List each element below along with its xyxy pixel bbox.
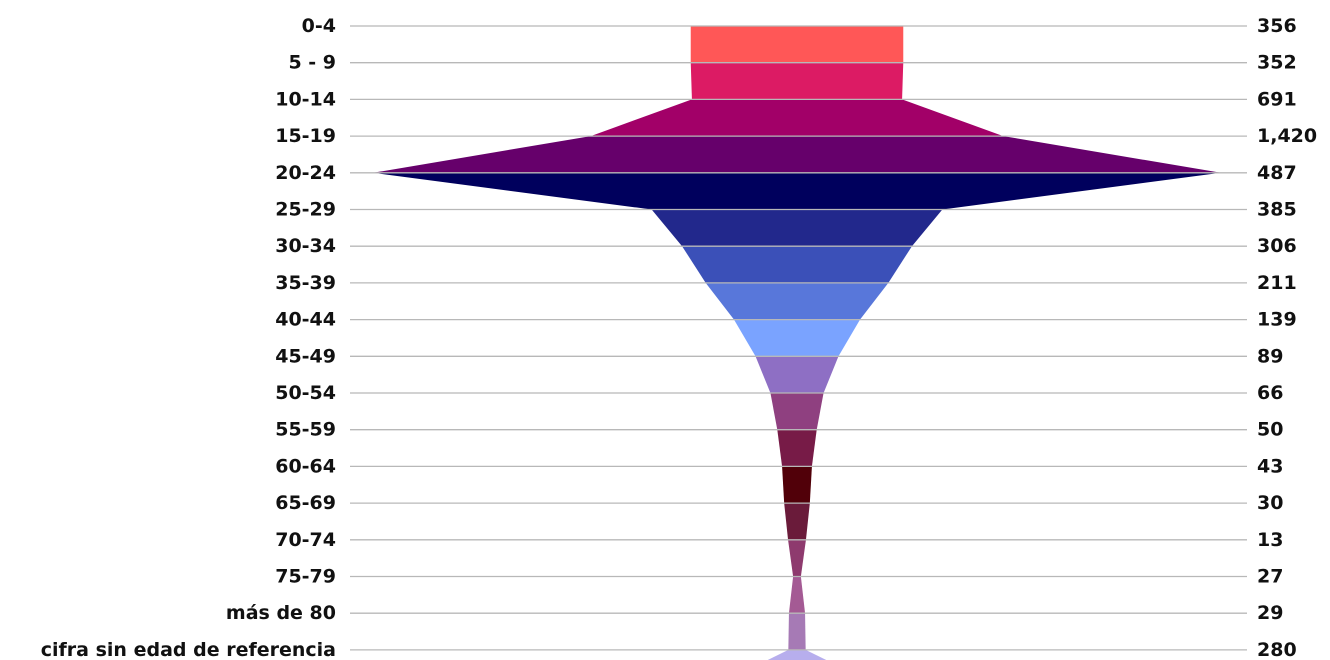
value-label: 280 [1257, 639, 1297, 660]
value-label: 1,420 [1257, 125, 1317, 147]
category-label: 35-39 [275, 272, 336, 294]
category-label: 10-14 [275, 88, 336, 110]
value-label: 43 [1257, 455, 1283, 477]
funnel-band-45-49 [755, 356, 839, 393]
funnel-band-30-34 [682, 246, 912, 283]
category-label: 75-79 [275, 566, 336, 588]
category-label: 55-59 [275, 419, 336, 441]
funnel-band-20-24 [373, 172, 1221, 210]
category-label: 25-29 [275, 199, 336, 221]
category-label: 50-54 [275, 382, 336, 404]
value-label: 66 [1257, 382, 1283, 404]
value-label: 356 [1257, 15, 1297, 37]
category-label: 15-19 [275, 125, 336, 147]
funnel-band-35-39 [705, 282, 889, 320]
funnel-band-55-59 [777, 429, 817, 467]
value-label: 29 [1257, 602, 1283, 624]
funnel-band-25-29 [651, 209, 943, 247]
funnel-band-10-14 [590, 99, 1004, 137]
value-label: 691 [1257, 88, 1297, 110]
category-label: 30-34 [275, 235, 336, 257]
funnel-band-75-79 [788, 576, 806, 614]
category-label: más de 80 [226, 602, 336, 624]
funnel-band-65-69 [784, 503, 810, 540]
funnel-bands [373, 26, 1221, 660]
funnel-band-50-54 [770, 393, 824, 430]
value-label: 487 [1257, 162, 1297, 184]
funnel-band-5-9 [690, 62, 904, 100]
value-label: 13 [1257, 529, 1283, 551]
funnel-band-40-44 [734, 319, 860, 357]
category-label: 70-74 [275, 529, 336, 551]
funnel-band-cifra-sin-edad-de-referencia [767, 649, 827, 660]
category-label: 0-4 [302, 15, 336, 37]
value-label: 139 [1257, 309, 1297, 331]
value-label: 352 [1257, 52, 1297, 74]
value-label: 211 [1257, 272, 1297, 294]
value-label: 306 [1257, 235, 1297, 257]
category-labels: 0-4 5 - 9 10-14 15-19 20-24 25-29 30-34 35-39 40… [41, 15, 336, 660]
category-label: 60-64 [275, 455, 336, 477]
row-gridlines [350, 25, 1247, 651]
category-label: 65-69 [275, 492, 336, 514]
value-label: 50 [1257, 419, 1283, 441]
value-label: 89 [1257, 345, 1283, 367]
funnel-band-0-4 [690, 26, 904, 63]
funnel-band-70-74 [788, 539, 806, 577]
category-label: 45-49 [275, 345, 336, 367]
category-label: cifra sin edad de referencia [41, 639, 336, 660]
value-label: 385 [1257, 199, 1297, 221]
value-label: 27 [1257, 566, 1283, 588]
category-label: 20-24 [275, 162, 336, 184]
category-label: 5 - 9 [288, 52, 336, 74]
value-label: 30 [1257, 492, 1283, 514]
category-label: 40-44 [275, 309, 336, 331]
funnel-band-m-s-de-80 [788, 613, 806, 650]
funnel-band-15-19 [373, 136, 1221, 173]
value-labels: 356 352 691 1,420 487 385 306 211 139 89 66 50 43 30 1… [1257, 15, 1317, 660]
funnel-band-60-64 [782, 466, 812, 504]
